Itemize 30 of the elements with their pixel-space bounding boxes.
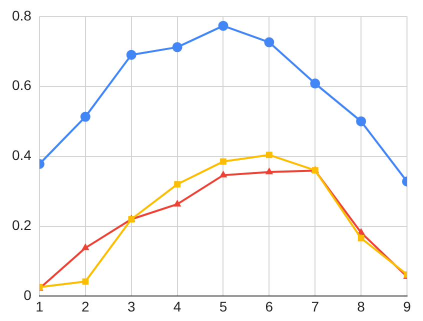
- y-tick-label: 0.8: [12, 7, 32, 24]
- x-tick-label: 3: [127, 298, 136, 314]
- x-tick-label: 5: [219, 298, 228, 314]
- point: [356, 116, 366, 126]
- point: [80, 112, 90, 122]
- point: [266, 152, 272, 158]
- point: [310, 78, 320, 89]
- point: [174, 181, 180, 188]
- x-tick-label: 4: [173, 298, 182, 314]
- point: [218, 20, 228, 31]
- x-tick-label: 9: [403, 298, 412, 314]
- y-tick-label: 0.4: [12, 147, 32, 164]
- point: [126, 50, 136, 60]
- point: [265, 168, 274, 174]
- y-tick-label: 0: [24, 287, 32, 304]
- point: [172, 42, 182, 52]
- point: [219, 170, 228, 178]
- point: [82, 243, 90, 250]
- point: [358, 234, 364, 242]
- point: [220, 158, 226, 165]
- x-tick-label: 2: [82, 298, 90, 314]
- x-tick-label: 7: [311, 298, 320, 314]
- x-tick-label: 8: [357, 298, 366, 314]
- point: [82, 278, 89, 285]
- x-tick-label: 6: [265, 298, 274, 314]
- y-tick-label: 0.2: [12, 217, 32, 234]
- y-tick-label: 0.6: [12, 77, 32, 94]
- point: [264, 37, 274, 48]
- point: [173, 200, 182, 206]
- x-tick-label: 1: [36, 298, 44, 314]
